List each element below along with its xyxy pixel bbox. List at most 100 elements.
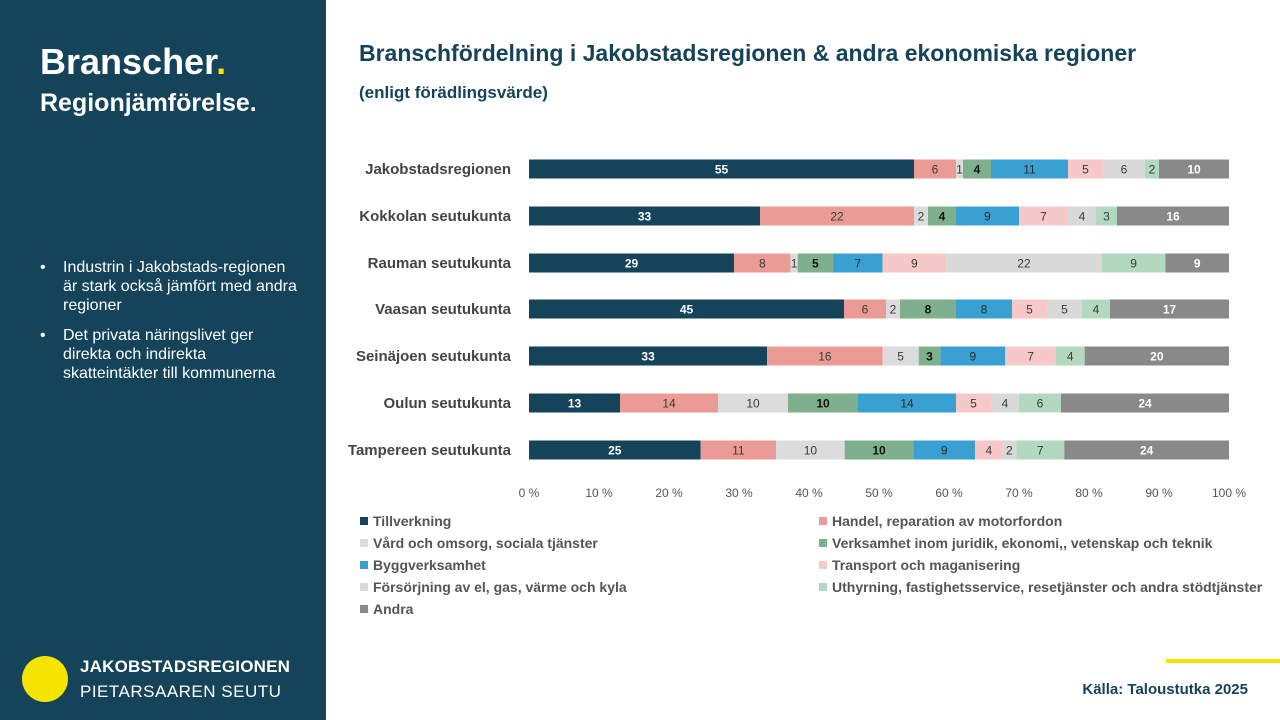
bar-segment <box>1064 440 1229 460</box>
bar-segment <box>886 299 900 319</box>
x-tick-label: 70 % <box>1005 486 1033 500</box>
logo-text-primary: JAKOBSTADSREGIONEN <box>80 657 291 676</box>
bar-segment <box>946 253 1102 273</box>
bar-segment <box>1117 206 1229 226</box>
category-label: Kokkolan seutukunta <box>359 208 511 225</box>
data-label: 2 <box>1006 444 1013 458</box>
data-label: 8 <box>981 303 988 317</box>
legend-swatch <box>819 583 827 591</box>
x-tick-label: 50 % <box>865 486 893 500</box>
data-label: 10 <box>816 397 830 411</box>
x-tick-label: 100 % <box>1212 486 1246 500</box>
bar-segment <box>858 393 956 413</box>
bar-segment <box>882 253 947 273</box>
bar-segment <box>991 393 1019 413</box>
source-note: Källa: Taloustutka 2025 <box>1082 681 1248 698</box>
data-label: 6 <box>932 163 939 177</box>
data-label: 9 <box>1130 257 1137 271</box>
data-label: 16 <box>818 350 832 364</box>
data-label: 24 <box>1140 444 1154 458</box>
data-label: 4 <box>1079 210 1086 224</box>
legend-label: Försörjning av el, gas, värme och kyla <box>373 579 627 595</box>
x-tick-label: 30 % <box>725 486 753 500</box>
category-label: Tampereen seutukunta <box>348 442 512 459</box>
x-tick-label: 40 % <box>795 486 823 500</box>
data-label: 7 <box>1040 210 1047 224</box>
category-label: Seinäjoen seutukunta <box>356 348 512 365</box>
bar-segment <box>529 206 760 226</box>
data-label: 24 <box>1138 397 1152 411</box>
data-label: 5 <box>1061 303 1068 317</box>
bar-segment <box>1068 159 1103 179</box>
logo-circle-icon <box>22 656 68 702</box>
bar-segment <box>529 299 844 319</box>
bar-segment <box>1082 299 1110 319</box>
data-label: 2 <box>890 303 897 317</box>
bar-segment <box>940 346 1006 366</box>
chart-title: Branschfördelning i Jakobstadsregionen &… <box>359 40 1137 66</box>
sidebar-title: Branscher. <box>40 41 227 82</box>
data-label: 5 <box>970 397 977 411</box>
bar-segment <box>776 440 845 460</box>
data-label: 20 <box>1150 350 1164 364</box>
data-label: 3 <box>1103 210 1110 224</box>
category-label: Jakobstadsregionen <box>365 161 511 178</box>
legend-swatch <box>360 561 368 569</box>
bar-segment <box>1165 253 1229 273</box>
legend-label: Byggverksamhet <box>373 557 486 573</box>
title-dot: . <box>216 41 227 82</box>
data-label: 45 <box>680 303 694 317</box>
bar-segment <box>1101 253 1166 273</box>
bar-segment <box>963 159 991 179</box>
data-label: 6 <box>862 303 869 317</box>
data-label: 14 <box>662 397 676 411</box>
data-label: 33 <box>638 210 652 224</box>
data-label: 25 <box>608 444 622 458</box>
data-label: 5 <box>897 350 904 364</box>
bar-segment <box>790 253 798 273</box>
bar-segment <box>1084 346 1229 366</box>
bar-segment <box>1012 299 1047 319</box>
bullet-item: Det privata näringslivet ger direkta och… <box>38 326 300 383</box>
data-label: 3 <box>926 350 933 364</box>
data-label: 5 <box>812 257 819 271</box>
bar-segment <box>700 440 777 460</box>
sidebar: Branscher. Regionjämförelse. Industrin i… <box>0 0 326 720</box>
data-label: 6 <box>1037 397 1044 411</box>
data-label: 1 <box>956 163 963 177</box>
legend-label: Uthyrning, fastighetsservice, resetjänst… <box>832 579 1263 595</box>
x-tick-label: 10 % <box>585 486 613 500</box>
data-label: 8 <box>759 257 766 271</box>
data-label: 22 <box>830 210 844 224</box>
data-label: 2 <box>1149 163 1156 177</box>
data-label: 7 <box>854 257 861 271</box>
sidebar-subtitle: Regionjämförelse. <box>40 89 257 117</box>
logo-text-secondary: PIETARSAAREN SEUTU <box>80 682 282 701</box>
bar-segment <box>1019 206 1068 226</box>
data-label: 7 <box>1037 444 1044 458</box>
data-label: 9 <box>969 350 976 364</box>
data-label: 14 <box>900 397 914 411</box>
bar-segment <box>1047 299 1082 319</box>
bar-segment <box>1103 159 1145 179</box>
data-label: 4 <box>1067 350 1074 364</box>
bar-segment <box>797 253 834 273</box>
data-label: 1 <box>791 257 798 271</box>
data-label: 16 <box>1166 210 1180 224</box>
bar-segment <box>1145 159 1159 179</box>
bar-segment <box>956 299 1012 319</box>
bar-segment <box>788 393 858 413</box>
bar-segment <box>529 393 620 413</box>
data-label: 10 <box>804 444 818 458</box>
x-tick-label: 20 % <box>655 486 683 500</box>
bar-segment <box>1019 393 1061 413</box>
legend-swatch <box>360 583 368 591</box>
data-label: 5 <box>1082 163 1089 177</box>
bar-segment <box>529 346 768 366</box>
data-label: 55 <box>715 163 729 177</box>
data-label: 29 <box>625 257 639 271</box>
bar-segment <box>1005 346 1056 366</box>
data-label: 4 <box>1093 303 1100 317</box>
bar-segment <box>734 253 791 273</box>
